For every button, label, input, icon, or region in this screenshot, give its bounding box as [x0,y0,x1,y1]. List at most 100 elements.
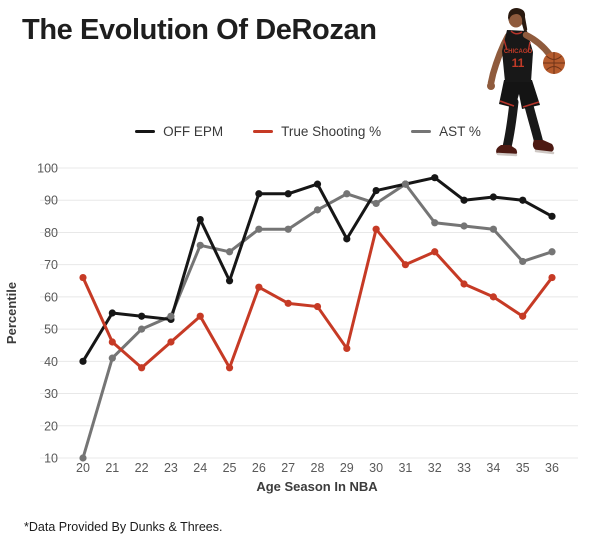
x-tick-label: 30 [369,461,383,475]
data-point [167,312,175,320]
data-point [548,212,556,220]
legend-item-true-shooting: True Shooting % [253,124,381,139]
data-point [225,364,234,372]
series-line-0 [81,176,554,363]
legend-swatch-off-epm [135,129,156,134]
x-tick-label: 36 [545,461,559,475]
data-point [489,225,497,233]
y-tick-label: 90 [44,194,58,208]
x-tick-label: 21 [105,461,119,475]
data-point [284,225,292,233]
data-point [519,196,527,204]
x-tick-label: 20 [76,461,90,475]
footnote: *Data Provided By Dunks & Threes. [24,520,223,534]
player-hair [508,8,528,32]
data-point [313,206,322,214]
data-point [138,364,146,372]
x-axis-title: Age Season In NBA [256,479,378,494]
x-tick-label: 23 [164,461,178,475]
data-point [489,293,497,301]
legend-label-true-shooting: True Shooting % [281,124,382,139]
x-tick-label: 24 [193,461,207,475]
player-jersey-text: CHICAGO [504,49,533,55]
x-tick-label: 31 [398,461,412,475]
data-point [401,180,410,188]
data-point [519,312,527,320]
x-tick-label: 28 [311,461,325,475]
data-point [255,190,263,198]
data-point [225,248,234,256]
player-left-shoe [496,145,518,155]
legend-swatch-ast [411,129,432,134]
data-point [343,344,351,353]
legend-label-ast: AST % [439,124,481,139]
data-point [548,273,556,282]
player-figure: CHICAGO 11 [487,8,565,157]
data-point [79,454,87,462]
data-point [284,299,292,307]
player-jersey-number: 11 [512,56,525,70]
player-front-arm [522,31,554,59]
data-point [225,277,234,285]
data-point [401,261,410,269]
data-point [343,235,351,243]
page-title: The Evolution Of DeRozan [22,14,377,46]
x-tick-label: 35 [516,461,530,475]
series-line-2 [81,182,554,460]
data-point [460,196,468,204]
data-point [196,215,204,224]
data-point [255,283,263,291]
y-tick-label: 50 [44,323,58,337]
chart-area: 100 90 80 70 60 50 40 30 20 10 20 21 22 23 24 25 26 27 28 2… [0,150,600,505]
x-tick-label: 25 [223,461,237,475]
x-tick-label: 33 [457,461,471,475]
data-point [460,222,468,230]
chart-legend: OFF EPM True Shooting % AST % [8,124,600,139]
data-point [548,248,556,256]
basketball-seams [543,52,565,74]
y-tick-label: 100 [37,162,58,176]
data-point [108,338,116,346]
data-point [489,193,497,201]
data-point [372,199,380,208]
x-tick-label: 26 [252,461,266,475]
legend-swatch-true-shooting [253,129,274,134]
x-tick-label: 27 [281,461,295,475]
data-point [79,357,87,365]
x-tick-label: 29 [340,461,354,475]
legend-label-off-epm: OFF EPM [163,124,224,139]
player-jersey-trim [503,30,531,53]
player-right-shoe-sole [534,149,555,155]
player-shorts-trim [499,100,540,108]
data-point [372,225,380,233]
y-tick-label: 30 [44,387,58,401]
player-left-shoe-sole [496,152,518,157]
data-point [196,241,204,249]
data-point [167,338,175,346]
player-right-shoe [532,140,554,152]
data-point [79,273,87,282]
data-point [138,325,146,333]
data-point [460,280,468,288]
player-image: CHICAGO 11 [487,8,565,157]
data-point [313,180,322,188]
data-point [431,219,439,227]
player-back-hand [487,82,495,90]
data-point [196,312,204,320]
data-point [372,186,380,195]
data-point [138,312,146,320]
y-tick-label: 60 [44,290,58,304]
player-shorts [499,80,540,109]
data-point [108,309,116,317]
data-point [284,190,292,198]
y-tick-label: 70 [44,258,58,272]
player-jersey [502,30,533,82]
legend-item-ast: AST % [411,124,481,139]
x-tick-label: 34 [486,461,500,475]
legend-item-off-epm: OFF EPM [135,124,223,139]
x-tick-label: 32 [428,461,442,475]
data-point [431,248,439,256]
data-point [108,354,116,362]
data-point [343,190,351,198]
data-point [313,302,322,311]
